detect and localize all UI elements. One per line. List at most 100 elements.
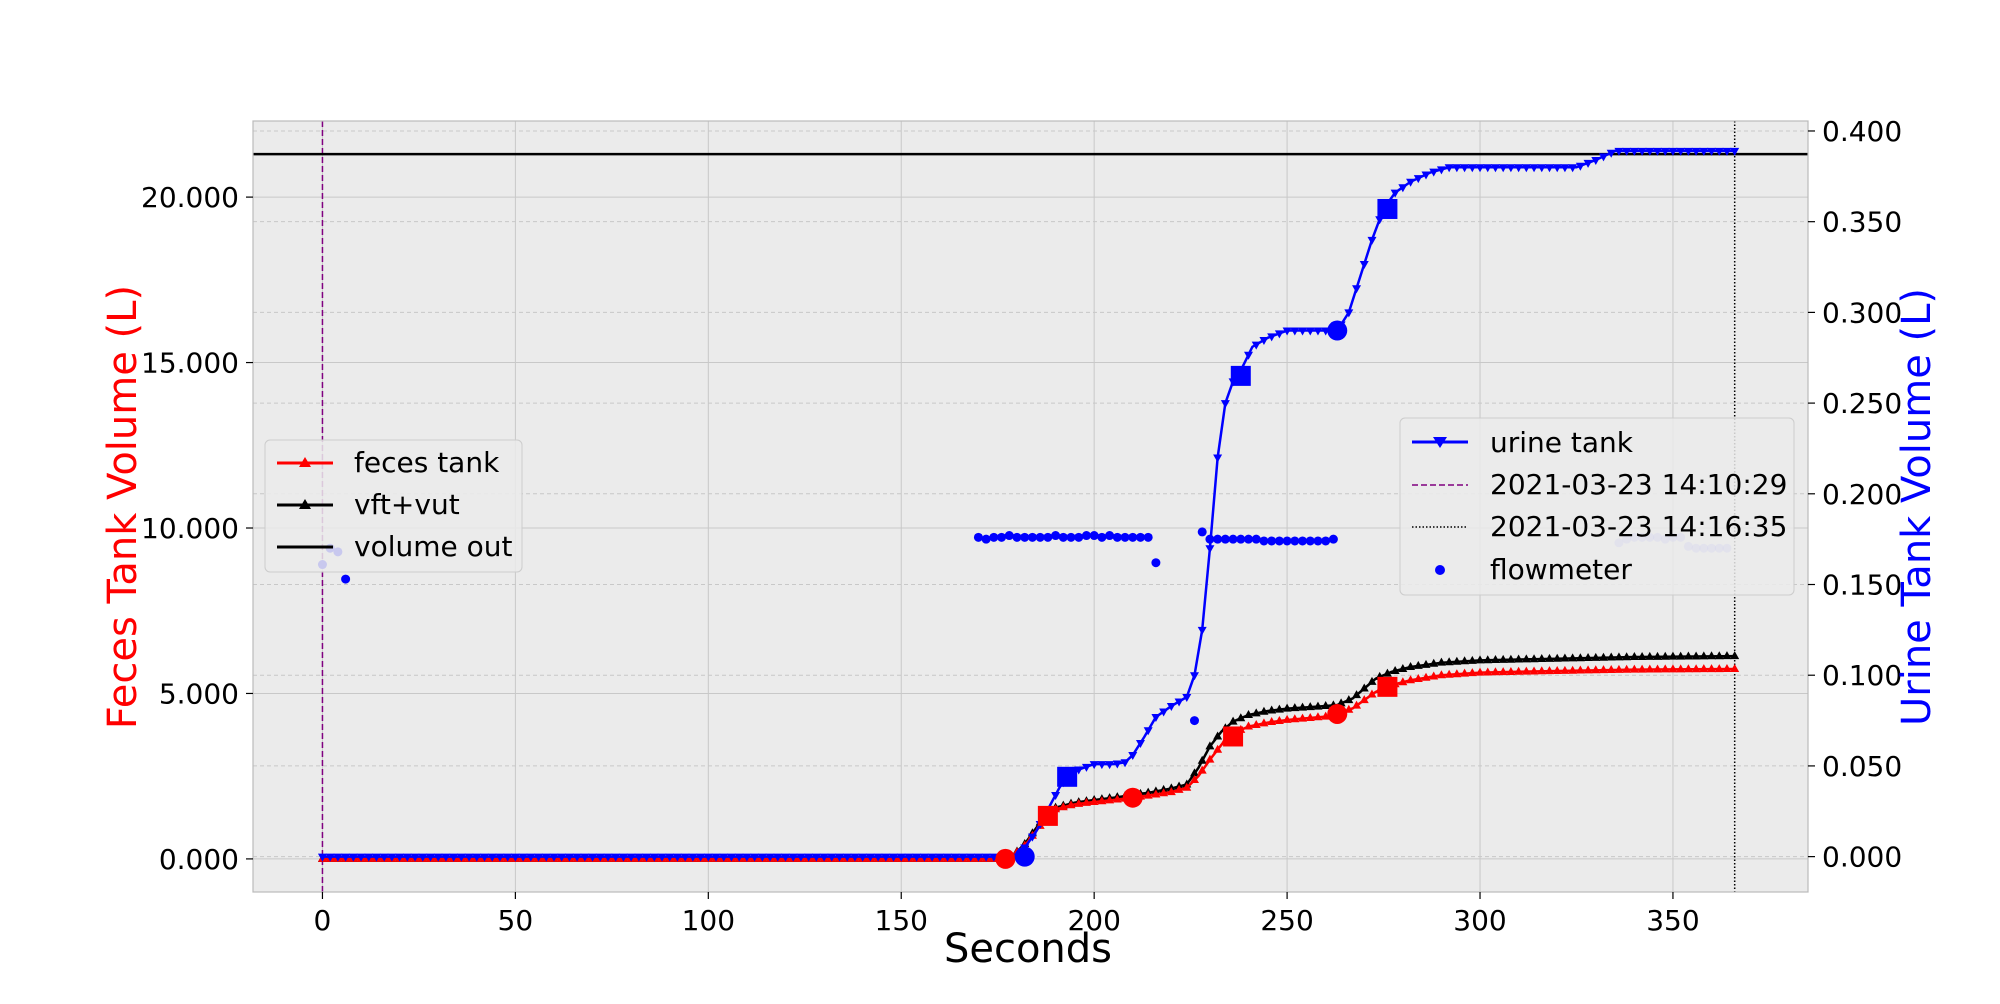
feces-highlight-circle xyxy=(1122,787,1143,808)
urine-tank-marker xyxy=(433,853,443,862)
urine-tank-marker xyxy=(881,853,891,862)
flowmeter-point xyxy=(981,534,991,544)
urine-tank-marker xyxy=(1606,149,1616,158)
flowmeter-point xyxy=(1197,527,1207,537)
urine-tank-marker xyxy=(1128,752,1138,761)
left-y-tick-label: 10.000 xyxy=(141,512,239,545)
urine-tank-marker xyxy=(1112,760,1122,769)
urine-tank-marker xyxy=(1475,164,1485,173)
vft-vut-marker xyxy=(1421,659,1431,668)
vft-vut-marker xyxy=(1236,713,1246,722)
vft-vut-marker xyxy=(1637,651,1647,660)
urine-tank-marker xyxy=(341,853,351,862)
vft-vut-marker xyxy=(1367,676,1377,685)
flowmeter-point xyxy=(997,532,1007,542)
urine-tank-marker xyxy=(1653,147,1663,156)
vft-vut-marker xyxy=(1205,741,1215,750)
urine-tank-marker xyxy=(1722,147,1732,156)
urine-tank-marker xyxy=(827,853,837,862)
urine-tank-marker xyxy=(865,853,875,862)
left-y-tick-label: 15.000 xyxy=(141,347,239,380)
urine-tank-marker xyxy=(487,853,497,862)
vft-vut-marker xyxy=(1413,660,1423,669)
axes: 0 50 100 150 200 250 300 350 0.000 5.000 10.000 15.… xyxy=(141,115,1902,937)
legend-right: urine tank 2021-03-23 14:10:29 2021-03-2… xyxy=(1399,417,1795,596)
urine-tank-marker xyxy=(780,853,790,862)
urine-tank-marker xyxy=(1529,164,1539,173)
urine-tank-marker xyxy=(418,853,428,862)
legend-flowmeter-label: flowmeter xyxy=(1490,553,1632,586)
legend-vft-label: vft+vut xyxy=(354,488,460,521)
left-y-tick-label: 0.000 xyxy=(159,843,239,876)
feces-tank-marker xyxy=(1714,664,1724,673)
vft-vut-marker xyxy=(1660,651,1670,660)
urine-tank-marker xyxy=(480,853,490,862)
right-y-tick-label: 0.200 xyxy=(1822,478,1902,511)
urine-tank-marker xyxy=(1421,171,1431,180)
flowmeter-point xyxy=(1089,531,1099,541)
x-tick-label: 200 xyxy=(1067,904,1120,937)
urine-tank-marker xyxy=(672,853,682,862)
urine-tank-marker xyxy=(618,853,628,862)
feces-tank-marker xyxy=(1290,714,1300,723)
urine-tank-marker xyxy=(325,853,335,862)
urine-tank-marker xyxy=(410,853,420,862)
urine-tank-marker xyxy=(1629,147,1639,156)
urine-tank-marker xyxy=(873,853,883,862)
legend-end-label: 2021-03-23 14:16:35 xyxy=(1490,510,1787,543)
feces-tank-marker xyxy=(1707,664,1717,673)
urine-tank-marker xyxy=(1081,763,1091,772)
feces-tank-marker xyxy=(1259,718,1269,727)
urine-highlight-square xyxy=(1230,365,1251,386)
flowmeter-point xyxy=(1074,532,1084,542)
urine-tank-marker xyxy=(518,853,528,862)
urine-tank-marker xyxy=(765,853,775,862)
feces-tank-marker xyxy=(1544,666,1554,675)
urine-tank-marker xyxy=(919,853,929,862)
vft-vut-marker xyxy=(1714,651,1724,660)
vft-vut-marker xyxy=(1552,653,1562,662)
flowmeter-point xyxy=(1058,532,1068,542)
feces-tank-marker xyxy=(1213,744,1223,753)
feces-tank-marker xyxy=(1081,797,1091,806)
right-y-tick-label: 0.050 xyxy=(1822,750,1902,783)
feces-tank-marker xyxy=(1575,665,1585,674)
urine-tank-marker xyxy=(456,853,466,862)
vft-vut-marker xyxy=(1460,656,1470,665)
vft-vut-marker xyxy=(1683,651,1693,660)
vft-vut-marker xyxy=(1251,708,1261,717)
feces-tank-marker xyxy=(1205,754,1215,763)
urine-tank-marker xyxy=(1174,698,1184,707)
feces-tank-marker xyxy=(1444,669,1454,678)
legend-left: feces tank vft+vut volume out xyxy=(264,439,523,573)
urine-tank-marker xyxy=(1514,164,1524,173)
feces-tank-marker xyxy=(1483,667,1493,676)
urine-tank-marker xyxy=(1552,164,1562,173)
feces-tank-marker xyxy=(1598,665,1608,674)
vft-vut-marker xyxy=(1560,653,1570,662)
feces-tank-marker xyxy=(1722,664,1732,673)
urine-tank-marker xyxy=(726,853,736,862)
feces-tank-marker xyxy=(1568,665,1578,674)
legend-right-box xyxy=(1399,417,1795,596)
flowmeter-point xyxy=(1244,534,1254,544)
feces-tank-marker xyxy=(1251,719,1261,728)
feces-tank-marker xyxy=(1591,665,1601,674)
urine-tank-marker xyxy=(1197,626,1207,635)
urine-tank-marker xyxy=(1182,693,1192,702)
urine-tank-marker xyxy=(1560,164,1570,173)
urine-tank-marker xyxy=(1622,147,1632,156)
flowmeter-point xyxy=(1120,532,1130,542)
urine-tank-marker xyxy=(1290,327,1300,336)
legend-urine-marker xyxy=(1433,437,1447,448)
feces-tank-marker xyxy=(1105,795,1115,804)
feces-tank-marker xyxy=(1159,788,1169,797)
vft-vut-marker xyxy=(1244,709,1254,718)
urine-tank-marker xyxy=(1598,153,1608,162)
urine-tank-marker xyxy=(1583,159,1593,168)
vft-vut-marker xyxy=(1282,703,1292,712)
feces-tank-marker xyxy=(1066,800,1076,809)
vft-vut-marker xyxy=(1591,652,1601,661)
urine-tank-marker xyxy=(1645,147,1655,156)
feces-tank-marker xyxy=(1537,666,1547,675)
